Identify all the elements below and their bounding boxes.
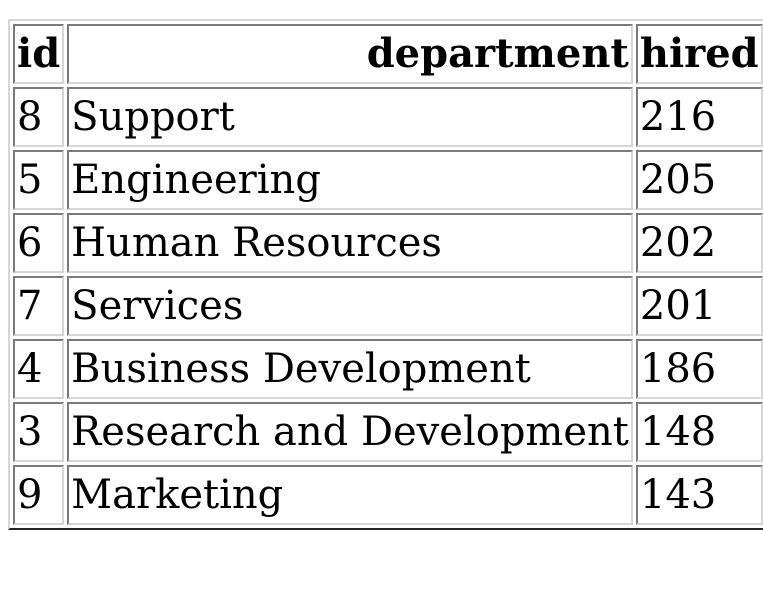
cell-hired: 201 — [635, 276, 763, 336]
cell-hired: 216 — [635, 87, 763, 147]
cell-department: Support — [67, 87, 633, 147]
cell-hired: 205 — [635, 150, 763, 210]
cell-id: 4 — [13, 339, 65, 399]
table-row: 4 Business Development 186 — [13, 339, 763, 399]
data-table: id department hired 8 Support 216 5 Engi… — [8, 19, 763, 530]
cell-department: Services — [67, 276, 633, 336]
table-row: 6 Human Resources 202 — [13, 213, 763, 273]
cell-id: 5 — [13, 150, 65, 210]
cell-department: Engineering — [67, 150, 633, 210]
header-row: id department hired — [13, 24, 763, 84]
cell-id: 6 — [13, 213, 65, 273]
table-body: 8 Support 216 5 Engineering 205 6 Human … — [13, 87, 763, 525]
cell-department: Research and Development — [67, 402, 633, 462]
table-row: 5 Engineering 205 — [13, 150, 763, 210]
cell-id: 3 — [13, 402, 65, 462]
table-row: 3 Research and Development 148 — [13, 402, 763, 462]
cell-department: Business Development — [67, 339, 633, 399]
cell-hired: 148 — [635, 402, 763, 462]
column-header-id: id — [13, 24, 65, 84]
table-header: id department hired — [13, 24, 763, 84]
cell-hired: 202 — [635, 213, 763, 273]
cell-id: 8 — [13, 87, 65, 147]
column-header-department: department — [67, 24, 633, 84]
cell-id: 9 — [13, 465, 65, 525]
table-row: 9 Marketing 143 — [13, 465, 763, 525]
cell-hired: 186 — [635, 339, 763, 399]
table-row: 7 Services 201 — [13, 276, 763, 336]
column-header-hired: hired — [635, 24, 763, 84]
table-row: 8 Support 216 — [13, 87, 763, 147]
cell-hired: 143 — [635, 465, 763, 525]
cell-department: Marketing — [67, 465, 633, 525]
cell-department: Human Resources — [67, 213, 633, 273]
cell-id: 7 — [13, 276, 65, 336]
